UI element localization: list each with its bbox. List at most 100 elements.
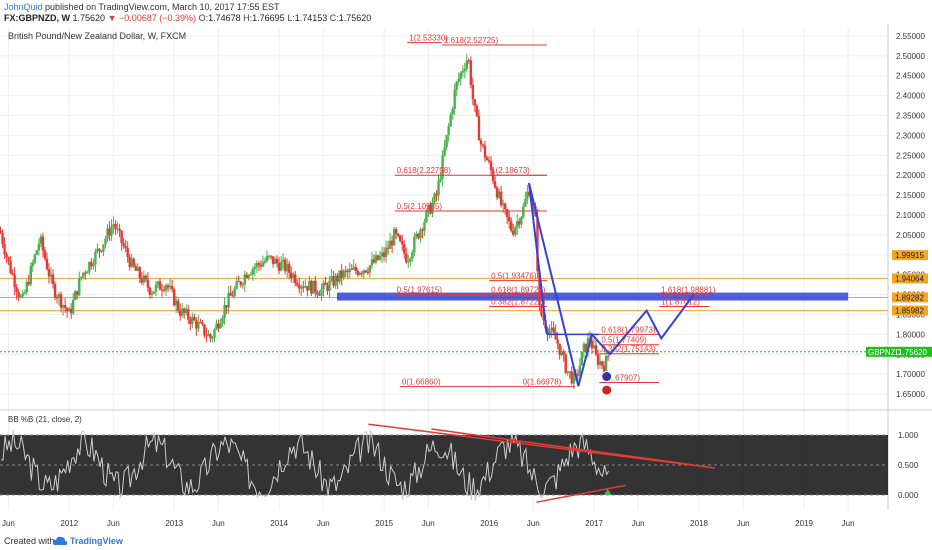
candle-body-164 [330, 276, 333, 281]
candle-body-100 [201, 322, 204, 325]
candle-body-280 [564, 354, 567, 373]
candle-body-231 [465, 60, 469, 70]
candle-body-65 [130, 258, 133, 268]
candle-body-1 [1, 233, 4, 245]
candle-body-131 [263, 260, 267, 263]
time-axis[interactable]: Jun 2012 Jun 2013 Jun 2014 Jun 2015 Jun 2016 Jun 20… [2, 519, 855, 528]
candle-body-195 [392, 229, 396, 246]
candle-body-194 [390, 240, 394, 246]
candle-body-93 [187, 309, 190, 320]
candle-body-12 [23, 292, 26, 294]
candle-body-46 [92, 264, 95, 267]
candle-body-117 [235, 281, 238, 289]
candle-body-187 [376, 255, 380, 260]
candle-body-127 [255, 263, 259, 268]
fib-levels: 1(2.53330)1.618(2.52725) 0.618(2.22798) 1(… [394, 34, 716, 388]
event-marker-1 [601, 371, 613, 383]
candle-body-106 [213, 329, 216, 338]
tradingview-brand-link[interactable]: TradingView [70, 536, 123, 546]
candle-body-4 [7, 257, 10, 262]
candle-body-92 [185, 309, 188, 313]
level-tag-0: 1.99915 [895, 251, 924, 260]
candle-body-267 [538, 271, 541, 306]
candle-body-203 [409, 258, 412, 262]
candle-body-21 [41, 236, 45, 251]
candle-body-133 [267, 255, 271, 257]
candle-body-59 [118, 228, 121, 231]
price-chart[interactable]: 1(2.53330)1.618(2.52725) 0.618(2.22798) 1(… [0, 24, 932, 534]
candle-body-219 [441, 155, 444, 179]
candle-body-70 [140, 277, 144, 283]
candle-body-181 [364, 270, 368, 273]
candle-body-101 [203, 324, 206, 336]
candle-body-190 [382, 252, 386, 257]
candle-body-227 [457, 78, 460, 82]
candle-body-238 [479, 140, 483, 145]
candle-body-105 [211, 337, 214, 339]
y-tick-label-9: 2.10000 [896, 211, 925, 220]
candle-body-97 [195, 320, 198, 329]
candle-body-107 [215, 323, 218, 330]
candle-body-49 [98, 248, 101, 251]
candle-body-108 [217, 323, 220, 329]
candle-body-160 [322, 282, 325, 290]
chart-header: JohnQuid published on TradingView.com, M… [0, 0, 932, 24]
candle-body-85 [170, 285, 174, 290]
candle-body-222 [447, 125, 450, 135]
candle-body-47 [94, 251, 97, 265]
candle-body-152 [306, 286, 309, 291]
fib-label-11: 0.618(1.79973) [601, 325, 656, 334]
candle-body-199 [401, 241, 404, 245]
current-price-value: 1.75620 [898, 348, 927, 357]
cloud-logo-icon [52, 536, 68, 545]
candle-body-189 [380, 252, 384, 257]
candle-body-256 [516, 221, 519, 228]
candle-body-17 [33, 254, 37, 263]
x-tick-label-2: Jun [107, 519, 120, 528]
fib-label-16: 0(1.66978) [523, 378, 562, 387]
up-arrow-icon [603, 489, 612, 495]
candle-body-276 [556, 339, 559, 344]
candle-body-214 [431, 202, 434, 214]
fib-label-0: 1(2.53330) [409, 34, 448, 43]
candle-body-69 [138, 267, 142, 278]
level-tag-1: 1.94064 [895, 274, 924, 283]
candle-body-19 [37, 243, 41, 251]
candle-body-232 [467, 60, 471, 62]
y-tick-label-11: 2.20000 [896, 171, 925, 180]
candle-body-144 [289, 272, 293, 279]
candle-body-169 [340, 270, 343, 278]
bb-percent-line [0, 429, 610, 501]
candle-body-82 [164, 285, 168, 291]
y-tick-label-15: 2.40000 [896, 92, 925, 101]
price-axis[interactable]: 1.650001.700001.750001.800001.850001.900… [866, 32, 932, 399]
candle-body-148 [298, 285, 301, 289]
candle-body-51 [102, 244, 105, 252]
candle-body-286 [576, 374, 580, 376]
candle-body-122 [245, 274, 248, 278]
candle-body-183 [368, 265, 372, 273]
indicator-tick-1: 0.500 [898, 461, 919, 470]
candle-body-54 [108, 228, 111, 236]
ohlc-low-label: L: [287, 13, 295, 23]
candle-body-242 [487, 160, 491, 162]
ohlc-open-label: O: [198, 13, 209, 23]
candle-body-27 [53, 284, 57, 298]
candle-body-269 [542, 315, 545, 321]
author-link[interactable]: JohnQuid [4, 2, 43, 12]
ohlc-high-value: 1.76695 [252, 13, 285, 23]
symbol-name: FX:GBPNZD, W [4, 13, 70, 23]
fib-label-7: 0.5(1.93476) [491, 272, 537, 281]
candle-body-252 [507, 217, 511, 222]
candle-body-146 [294, 274, 297, 284]
candle-body-125 [251, 269, 255, 275]
candle-body-99 [199, 322, 202, 324]
candle-body-185 [372, 259, 376, 263]
fib-label-8: 0.382(1.87222) [491, 298, 546, 307]
candle-body-283 [570, 371, 573, 384]
candle-body-251 [505, 209, 509, 218]
fib-label-2: 0.618(2.22798) [397, 166, 452, 175]
y-tick-label-8: 2.05000 [896, 231, 925, 240]
candle-body-236 [475, 105, 479, 117]
fib-label-9: 1.618(1.98881) [661, 286, 716, 295]
